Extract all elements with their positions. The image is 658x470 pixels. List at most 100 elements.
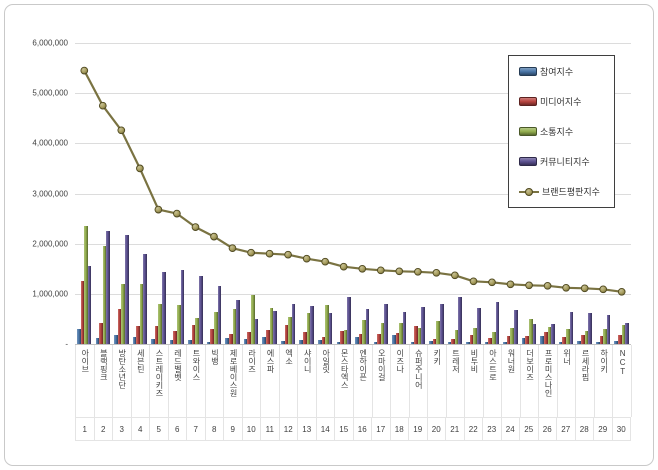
rank-label: 22 (465, 418, 483, 440)
line-marker-icon (414, 267, 422, 276)
rank-label: 21 (446, 418, 465, 440)
line-marker-icon (284, 250, 292, 259)
line-marker-icon (302, 254, 311, 263)
y-tick-label: 4,000,000 (32, 138, 68, 148)
bar (410, 342, 415, 344)
legend-label: 미디어지수 (540, 97, 582, 107)
bar (114, 335, 118, 344)
rank-label: 26 (539, 418, 557, 440)
bar (262, 336, 266, 344)
line-marker-icon (376, 266, 385, 275)
category-label: 엔하이픈 (358, 349, 368, 381)
category-label: 이즈나 (395, 349, 405, 373)
y-tick-label: 6,000,000 (32, 38, 68, 48)
legend-item: 미디어지수 (519, 87, 614, 117)
line-marker-icon (265, 249, 274, 258)
gridline (75, 344, 631, 345)
bar (529, 319, 533, 344)
gridline (75, 243, 631, 245)
bar-group (75, 43, 94, 344)
category-label: 슈퍼주니어 (414, 349, 424, 389)
category-label: 하이키 (599, 349, 609, 373)
bar (488, 338, 492, 344)
bar-group (242, 43, 261, 344)
category-label-cell: 이즈나 (391, 345, 410, 417)
bar-group (538, 43, 557, 344)
bar (384, 303, 388, 344)
bar (510, 328, 515, 344)
line-marker-icon (543, 281, 552, 290)
bar (303, 331, 307, 344)
category-label: 아이브 (80, 349, 90, 373)
bar (243, 338, 248, 344)
bar (251, 294, 255, 344)
legend-item: 소통지수 (519, 117, 614, 147)
bar (380, 322, 385, 344)
category-label: 더보이즈 (525, 349, 535, 381)
gridline (75, 193, 631, 195)
rank-label: 24 (502, 418, 520, 440)
bar (584, 331, 589, 344)
bar-group (446, 43, 465, 344)
y-tick-label: 5,000,000 (32, 88, 68, 98)
category-label: 트와이스 (191, 349, 201, 381)
bar-group (483, 43, 502, 344)
legend-label: 참여지수 (540, 67, 574, 77)
bar-group (557, 43, 576, 344)
bar (151, 339, 155, 344)
category-label-cell: 라이즈 (243, 345, 262, 417)
category-label: 아일릿 (321, 349, 331, 373)
line-marker-icon (154, 205, 163, 214)
bar-group (520, 43, 539, 344)
rank-label: 12 (280, 418, 298, 440)
line-marker-icon (228, 244, 237, 253)
bar (158, 303, 162, 344)
bar (417, 327, 422, 344)
legend-line-marker-icon (519, 187, 539, 196)
rank-label: 16 (354, 418, 372, 440)
bar (213, 312, 218, 344)
line-marker-icon (525, 281, 533, 290)
category-label-cell: 워너원 (502, 345, 521, 417)
rank-label: 2 (95, 418, 113, 440)
bar (169, 340, 174, 344)
brand-index-line (80, 66, 626, 296)
bar (280, 341, 285, 344)
x-axis-labels: 아이브 블랙핑크 방탄소년단 세븐틴 스트레이키즈 레드벨벳 트와이스 빅뱅 제로베이스원 라이즈… (75, 345, 632, 417)
bar (521, 338, 526, 344)
category-label-cell: 엑소 (280, 345, 299, 417)
bar (577, 341, 582, 344)
bar (358, 334, 363, 344)
line-marker-icon (98, 101, 107, 110)
bar (247, 332, 252, 344)
bar (77, 328, 81, 344)
bar-group (501, 43, 520, 344)
bar (558, 342, 563, 344)
legend-circle-marker-icon (525, 187, 533, 196)
bar (599, 336, 604, 344)
bar (484, 342, 489, 344)
bar (414, 326, 418, 344)
bar (317, 339, 322, 344)
bar (421, 307, 426, 344)
gridline (75, 43, 631, 44)
bar (199, 276, 203, 344)
y-tick-label: 3,000,000 (32, 189, 68, 198)
bar-group (464, 43, 483, 344)
bar (117, 308, 122, 344)
category-label: 워너원 (506, 349, 516, 373)
category-label: 제로베이스원 (229, 349, 239, 397)
bar (291, 303, 296, 344)
bar (310, 306, 314, 344)
line-marker-icon (617, 287, 626, 296)
bar (87, 266, 92, 344)
bar-group (575, 43, 594, 344)
bar (132, 336, 137, 344)
bar (225, 337, 229, 344)
rank-label: 15 (335, 418, 354, 440)
bar-group (297, 43, 316, 344)
line-marker-icon (488, 278, 496, 287)
bar (569, 311, 574, 344)
line-marker-icon (506, 280, 515, 289)
bar (581, 335, 585, 344)
